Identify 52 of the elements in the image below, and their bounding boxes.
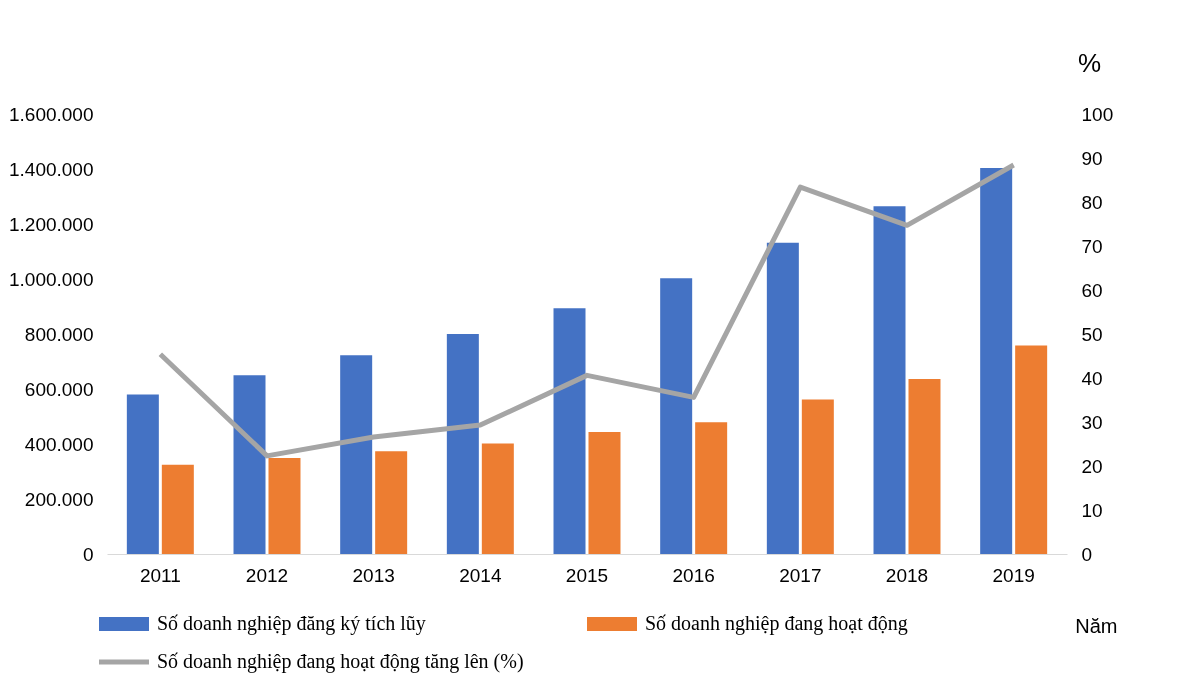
y2-tick-label: 0 [1081, 543, 1093, 565]
y-tick-label: 0 [82, 543, 94, 565]
y-tick-label: 200.000 [24, 488, 94, 510]
x-tick-label: 2016 [672, 564, 715, 586]
bar [588, 431, 621, 554]
x-tick-label: 2017 [779, 564, 822, 586]
legend-label: Số doanh nghiệp đang hoạt động tăng lên (%) [157, 650, 524, 673]
x-tick-label: 2013 [352, 564, 395, 586]
y2-tick-label: 50 [1081, 323, 1103, 345]
bar [340, 355, 373, 554]
legend-label: Số doanh nghiệp đăng ký tích lũy [157, 612, 426, 635]
bar [908, 379, 941, 554]
y2-tick-label: 40 [1081, 367, 1103, 389]
y2-tick-label: 100 [1081, 103, 1114, 125]
bar [161, 464, 194, 554]
y2-tick-label: 30 [1081, 411, 1103, 433]
bar [233, 375, 266, 554]
x-tick-label: 2011 [139, 564, 181, 586]
y2-tick-label: 20 [1081, 455, 1103, 477]
x-tick-label: 2015 [565, 564, 609, 586]
bar [766, 242, 799, 554]
y-tick-label: 1.200.000 [8, 213, 94, 235]
bar [375, 451, 408, 554]
y2-tick-label: 80 [1081, 191, 1103, 213]
bar [660, 278, 693, 554]
y2-tick-label: 70 [1081, 235, 1103, 257]
bar [980, 167, 1013, 554]
bar [481, 443, 514, 554]
bar [1015, 345, 1048, 554]
bar [873, 206, 906, 554]
y2-tick-label: 60 [1081, 279, 1103, 301]
y-tick-label: 1.400.000 [8, 158, 94, 180]
bar [801, 399, 834, 554]
x-tick-label: 2014 [459, 564, 502, 586]
y2-tick-label: 10 [1081, 499, 1103, 521]
bar [446, 334, 479, 554]
x-tick-label: 2019 [992, 564, 1035, 586]
bar [553, 308, 586, 554]
y2-axis-title: % [1077, 47, 1102, 78]
y-tick-label: 800.000 [24, 323, 94, 345]
bar [126, 394, 159, 554]
x-tick-label: 2012 [245, 564, 289, 586]
legend-label: Số doanh nghiệp đang hoạt động [645, 612, 908, 635]
y-tick-label: 400.000 [24, 433, 94, 455]
y-tick-label: 1.600.000 [8, 103, 94, 125]
y-tick-label: 600.000 [24, 378, 94, 400]
y-tick-label: 1.000.000 [8, 268, 94, 290]
bar [268, 458, 301, 554]
x-tick-label: 2018 [885, 564, 929, 586]
y2-tick-label: 90 [1081, 147, 1103, 169]
x-axis-title: Năm [1075, 614, 1118, 637]
bar [695, 422, 728, 554]
